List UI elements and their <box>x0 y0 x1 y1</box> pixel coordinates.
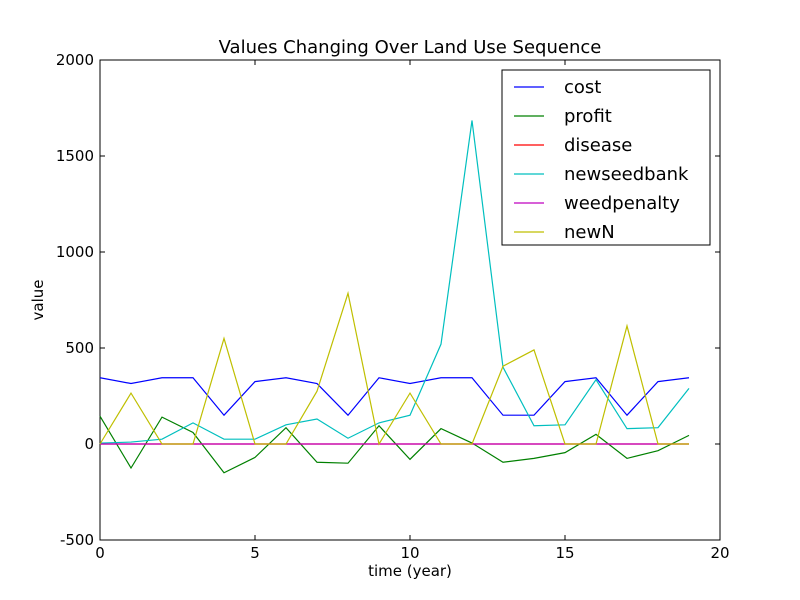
x-tick-label: 0 <box>95 544 105 562</box>
legend-label-weedpenalty: weedpenalty <box>564 193 680 214</box>
series-line-profit <box>99 415 690 474</box>
x-axis-label: time (year) <box>368 562 452 580</box>
series-line-cost <box>99 377 690 417</box>
y-axis-label: value <box>29 280 47 321</box>
legend-label-newseedbank: newseedbank <box>564 164 689 185</box>
legend-label-disease: disease <box>564 135 632 156</box>
legend-label-newN: newN <box>564 222 615 243</box>
legend-frame <box>501 69 711 246</box>
y-tick-label: 500 <box>65 339 94 357</box>
legend: cost profit disease newseedbank weedpenalty n… <box>501 69 711 246</box>
y-tick-label: 2000 <box>56 51 94 69</box>
chart-title: Values Changing Over Land Use Sequence <box>219 37 602 58</box>
series-lines <box>99 120 690 474</box>
x-tick-label: 15 <box>555 544 574 562</box>
legend-label-profit: profit <box>564 106 612 127</box>
y-tick-label: -500 <box>60 531 94 549</box>
x-axis: 0 5 10 15 20 <box>95 60 730 562</box>
y-tick-label: 1500 <box>56 147 94 165</box>
y-axis: -500 0 500 1000 1500 2000 <box>56 51 720 549</box>
x-tick-label: 20 <box>710 544 729 562</box>
x-tick-label: 10 <box>400 544 419 562</box>
y-tick-label: 0 <box>84 435 94 453</box>
legend-label-cost: cost <box>564 77 601 98</box>
series-line-newN <box>99 290 689 446</box>
y-tick-label: 1000 <box>56 243 94 261</box>
x-tick-label: 5 <box>250 544 260 562</box>
